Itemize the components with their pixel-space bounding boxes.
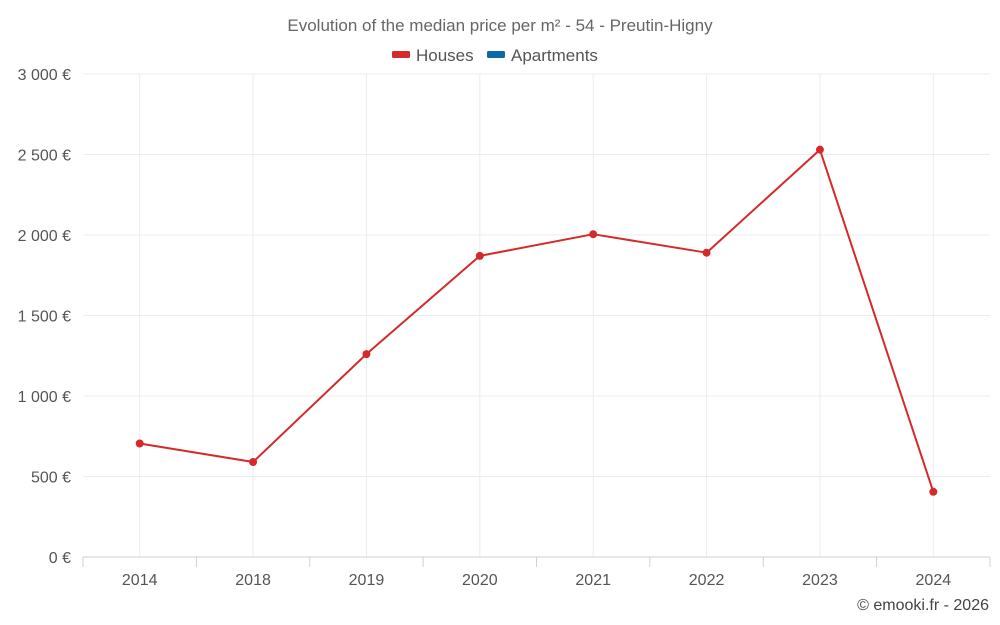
- data-point-houses-2022[interactable]: [702, 248, 711, 257]
- credit-text: © emooki.fr - 2026: [857, 597, 989, 614]
- legend-item-houses[interactable]: Houses: [392, 46, 474, 65]
- x-tick-label: 2022: [689, 572, 725, 589]
- y-tick-label: 1 500 €: [18, 309, 71, 326]
- y-axis: 0 € 500 € 1 000 € 1 500 € 2 000 € 2 500 € 3 00…: [18, 67, 71, 567]
- data-point-houses-2020[interactable]: [475, 251, 484, 260]
- y-tick-label: 1 000 €: [18, 389, 71, 406]
- x-tick-label: 2014: [122, 572, 158, 589]
- series-line-houses: [139, 148, 935, 493]
- legend: Houses Apartments: [392, 46, 598, 65]
- chart-title: Evolution of the median price per m² - 5…: [287, 16, 713, 35]
- y-tick-label: 3 000 €: [18, 67, 71, 84]
- x-tick-label: 2024: [916, 572, 952, 589]
- series-layer: [135, 145, 938, 496]
- x-tick-label: 2018: [235, 572, 271, 589]
- legend-swatch-apartments: [487, 51, 505, 58]
- data-point-houses-2018[interactable]: [249, 458, 258, 467]
- y-tick-label: 2 500 €: [18, 148, 71, 165]
- legend-swatch-houses: [392, 51, 410, 58]
- data-point-houses-2014[interactable]: [135, 439, 144, 448]
- y-tick-label: 2 000 €: [18, 228, 71, 245]
- data-point-houses-2024[interactable]: [929, 487, 938, 496]
- legend-item-apartments[interactable]: Apartments: [487, 46, 598, 65]
- x-axis: 2014 2018 2019 2020 2021 2022 2023 2024: [82, 556, 991, 589]
- x-tick-label: 2023: [802, 572, 838, 589]
- data-point-houses-2023[interactable]: [815, 145, 824, 154]
- x-tick-label: 2019: [349, 572, 385, 589]
- data-point-houses-2021[interactable]: [589, 230, 598, 239]
- legend-label-houses: Houses: [416, 46, 474, 65]
- data-point-houses-2019[interactable]: [362, 350, 371, 359]
- y-tick-label: 0 €: [49, 550, 71, 567]
- legend-label-apartments: Apartments: [511, 46, 598, 65]
- x-tick-label: 2020: [462, 572, 498, 589]
- x-tick-label: 2021: [575, 572, 611, 589]
- y-tick-label: 500 €: [31, 470, 71, 487]
- grid: [83, 73, 990, 557]
